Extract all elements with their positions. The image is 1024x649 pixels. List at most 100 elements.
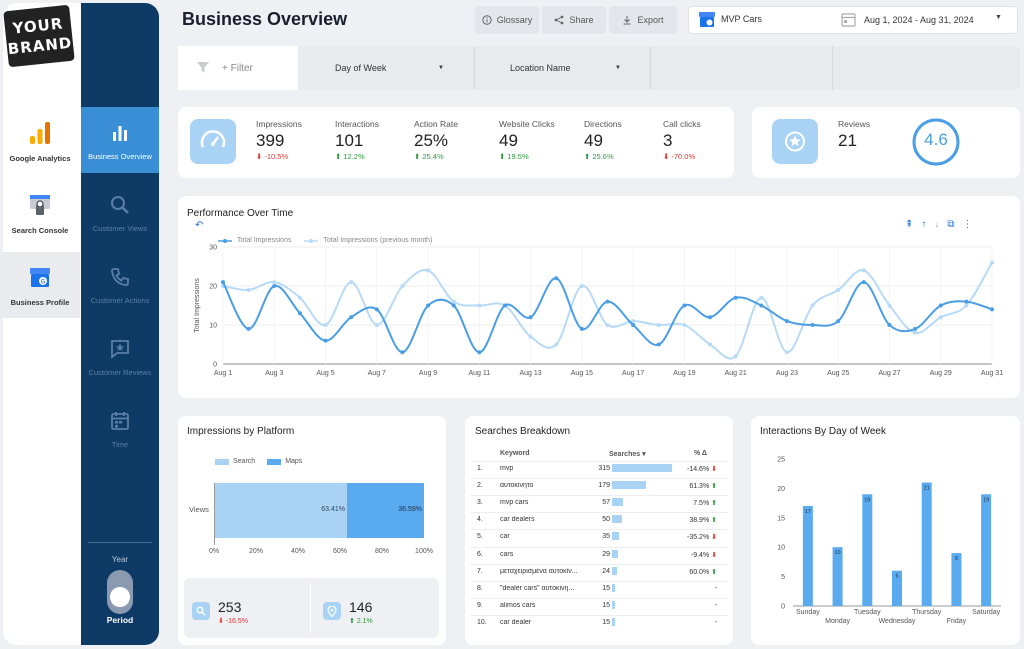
company-selector[interactable] (688, 6, 1018, 34)
search-pct: 63.41% (321, 506, 345, 513)
review-icon (111, 340, 129, 359)
share-button[interactable]: Share (542, 6, 606, 34)
data-point-previous (426, 268, 431, 273)
share-icon (555, 15, 564, 25)
x-tick-label: Aug 11 (468, 370, 490, 377)
sidebar-item-search-console[interactable]: Search Console (0, 192, 80, 235)
arrow-up-icon[interactable]: ↑ (921, 219, 927, 230)
nav-item-label: Business Overview (88, 152, 152, 161)
data-point-current (784, 319, 789, 324)
table-row (470, 461, 728, 477)
x-tick-label: Aug 19 (673, 370, 695, 377)
maps-bar-segment (347, 483, 424, 538)
drill-icon[interactable]: ⇞ (905, 219, 914, 230)
company-name: MVP Cars (721, 14, 762, 24)
data-point-current (323, 338, 328, 343)
sidebar-item-google-analytics[interactable]: Google Analytics (0, 120, 80, 163)
row-searches: 15 (602, 601, 610, 609)
glossary-button[interactable]: Glossary (475, 6, 539, 34)
y-tick-label: 10 (209, 323, 217, 330)
data-point-previous (631, 319, 636, 324)
legend-label-current: Total Impressions (237, 237, 292, 244)
data-point-current (938, 303, 943, 308)
col-delta[interactable]: % Δ (694, 450, 707, 457)
chevron-down-icon: ▼ (438, 65, 444, 71)
row-delta: 38.9% ⬆ (689, 517, 717, 525)
data-point-previous (656, 323, 661, 327)
kpi-delta: ⬆ 12.2% (335, 152, 365, 161)
date-dropdown-icon[interactable]: ▼ (995, 14, 1002, 21)
nav-item-customer-reviews[interactable]: Customer Reviews (81, 338, 159, 377)
col-searches[interactable]: Searches ▾ (609, 451, 646, 458)
bar-friday (951, 553, 962, 606)
x-tick-label: Aug 3 (265, 370, 283, 377)
kpi-delta: ⬇ -10.5% (256, 152, 289, 161)
date-range[interactable]: Aug 1, 2024 - Aug 31, 2024 (864, 15, 974, 25)
period-toggle-knob[interactable] (110, 587, 130, 607)
chart-toolbar: ⇞ ↑ ↓ ⧉ ⋮ (905, 219, 973, 230)
reset-icon[interactable]: ↶ (195, 220, 204, 231)
data-point-current (272, 284, 277, 288)
x-tick-label: Aug 9 (419, 370, 437, 377)
maps-impressions-delta: ⬆ 2.1% (349, 618, 373, 625)
calendar-icon[interactable] (841, 11, 856, 27)
data-point-previous (554, 342, 559, 347)
nav-item-business-overview[interactable]: Business Overview (81, 122, 159, 161)
sidebar-item-label: Business Profile (10, 298, 70, 307)
data-point-previous (836, 287, 841, 292)
x-tick-label: Aug 25 (827, 370, 849, 377)
filter-icon (197, 62, 209, 73)
section-nav (81, 3, 159, 645)
x-tick-label: Wednesday (879, 618, 916, 625)
data-point-current (554, 276, 559, 281)
row-keyword: "dealer cars" αυτοκινη... (500, 584, 575, 592)
reviews-count: 21 (838, 131, 857, 150)
x-tick-label: Saturday (972, 609, 1001, 616)
sidebar-item-business-profile[interactable]: G Business Profile (0, 264, 80, 307)
legend-swatch-maps (267, 458, 282, 465)
add-filter-area[interactable] (178, 46, 298, 90)
row-searches: 24 (602, 567, 610, 575)
table-row (470, 563, 728, 580)
arrow-down-icon[interactable]: ↓ (934, 219, 940, 230)
data-point-previous (349, 280, 354, 285)
row-keyword: cars (500, 550, 514, 558)
data-point-previous (810, 303, 815, 308)
data-point-previous (887, 303, 892, 308)
search-icon (196, 606, 206, 616)
y-tick-label: 20 (777, 486, 785, 493)
row-delta: - (714, 618, 717, 626)
data-point-current (656, 342, 661, 347)
export-button[interactable]: Export (609, 6, 677, 34)
bar-value-label: 21 (924, 486, 930, 492)
brand-logo: YOUR BRAND (3, 4, 75, 68)
data-point-previous (400, 284, 405, 288)
row-searches-bar (612, 515, 622, 524)
y-tick-label: 5 (781, 574, 785, 581)
data-point-previous (451, 299, 456, 304)
row-index: 3. (477, 499, 483, 507)
data-point-previous (913, 330, 918, 335)
table-row (470, 546, 728, 563)
kpi-card (178, 107, 734, 178)
more-icon[interactable]: ⋮ (962, 219, 973, 230)
data-point-current (502, 303, 507, 308)
platform-tick-label: 40% (290, 548, 305, 555)
nav-item-time[interactable]: Time (81, 410, 159, 449)
add-filter-button[interactable]: + Filter (222, 63, 253, 74)
speedometer-icon (200, 130, 226, 148)
nav-item-customer-views[interactable]: Customer Views (81, 194, 159, 233)
col-keyword[interactable]: Keyword (500, 450, 530, 457)
location-name-dropdown[interactable]: Location Name ▼ (475, 46, 650, 90)
kpi-label: Directions (584, 119, 622, 129)
data-point-previous (733, 354, 738, 359)
rating-ring (912, 118, 960, 166)
row-index: 2. (477, 482, 483, 490)
expand-icon[interactable]: ⧉ (947, 219, 955, 230)
performance-title: Performance Over Time (187, 208, 294, 219)
page-title: Business Overview (182, 9, 348, 29)
arrow-up-icon: ⬆ (709, 483, 717, 491)
day-of-week-dropdown[interactable]: Day of Week ▼ (300, 46, 474, 90)
x-tick-label: Aug 29 (930, 370, 952, 377)
nav-item-customer-actions[interactable]: Customer Actions (81, 266, 159, 305)
